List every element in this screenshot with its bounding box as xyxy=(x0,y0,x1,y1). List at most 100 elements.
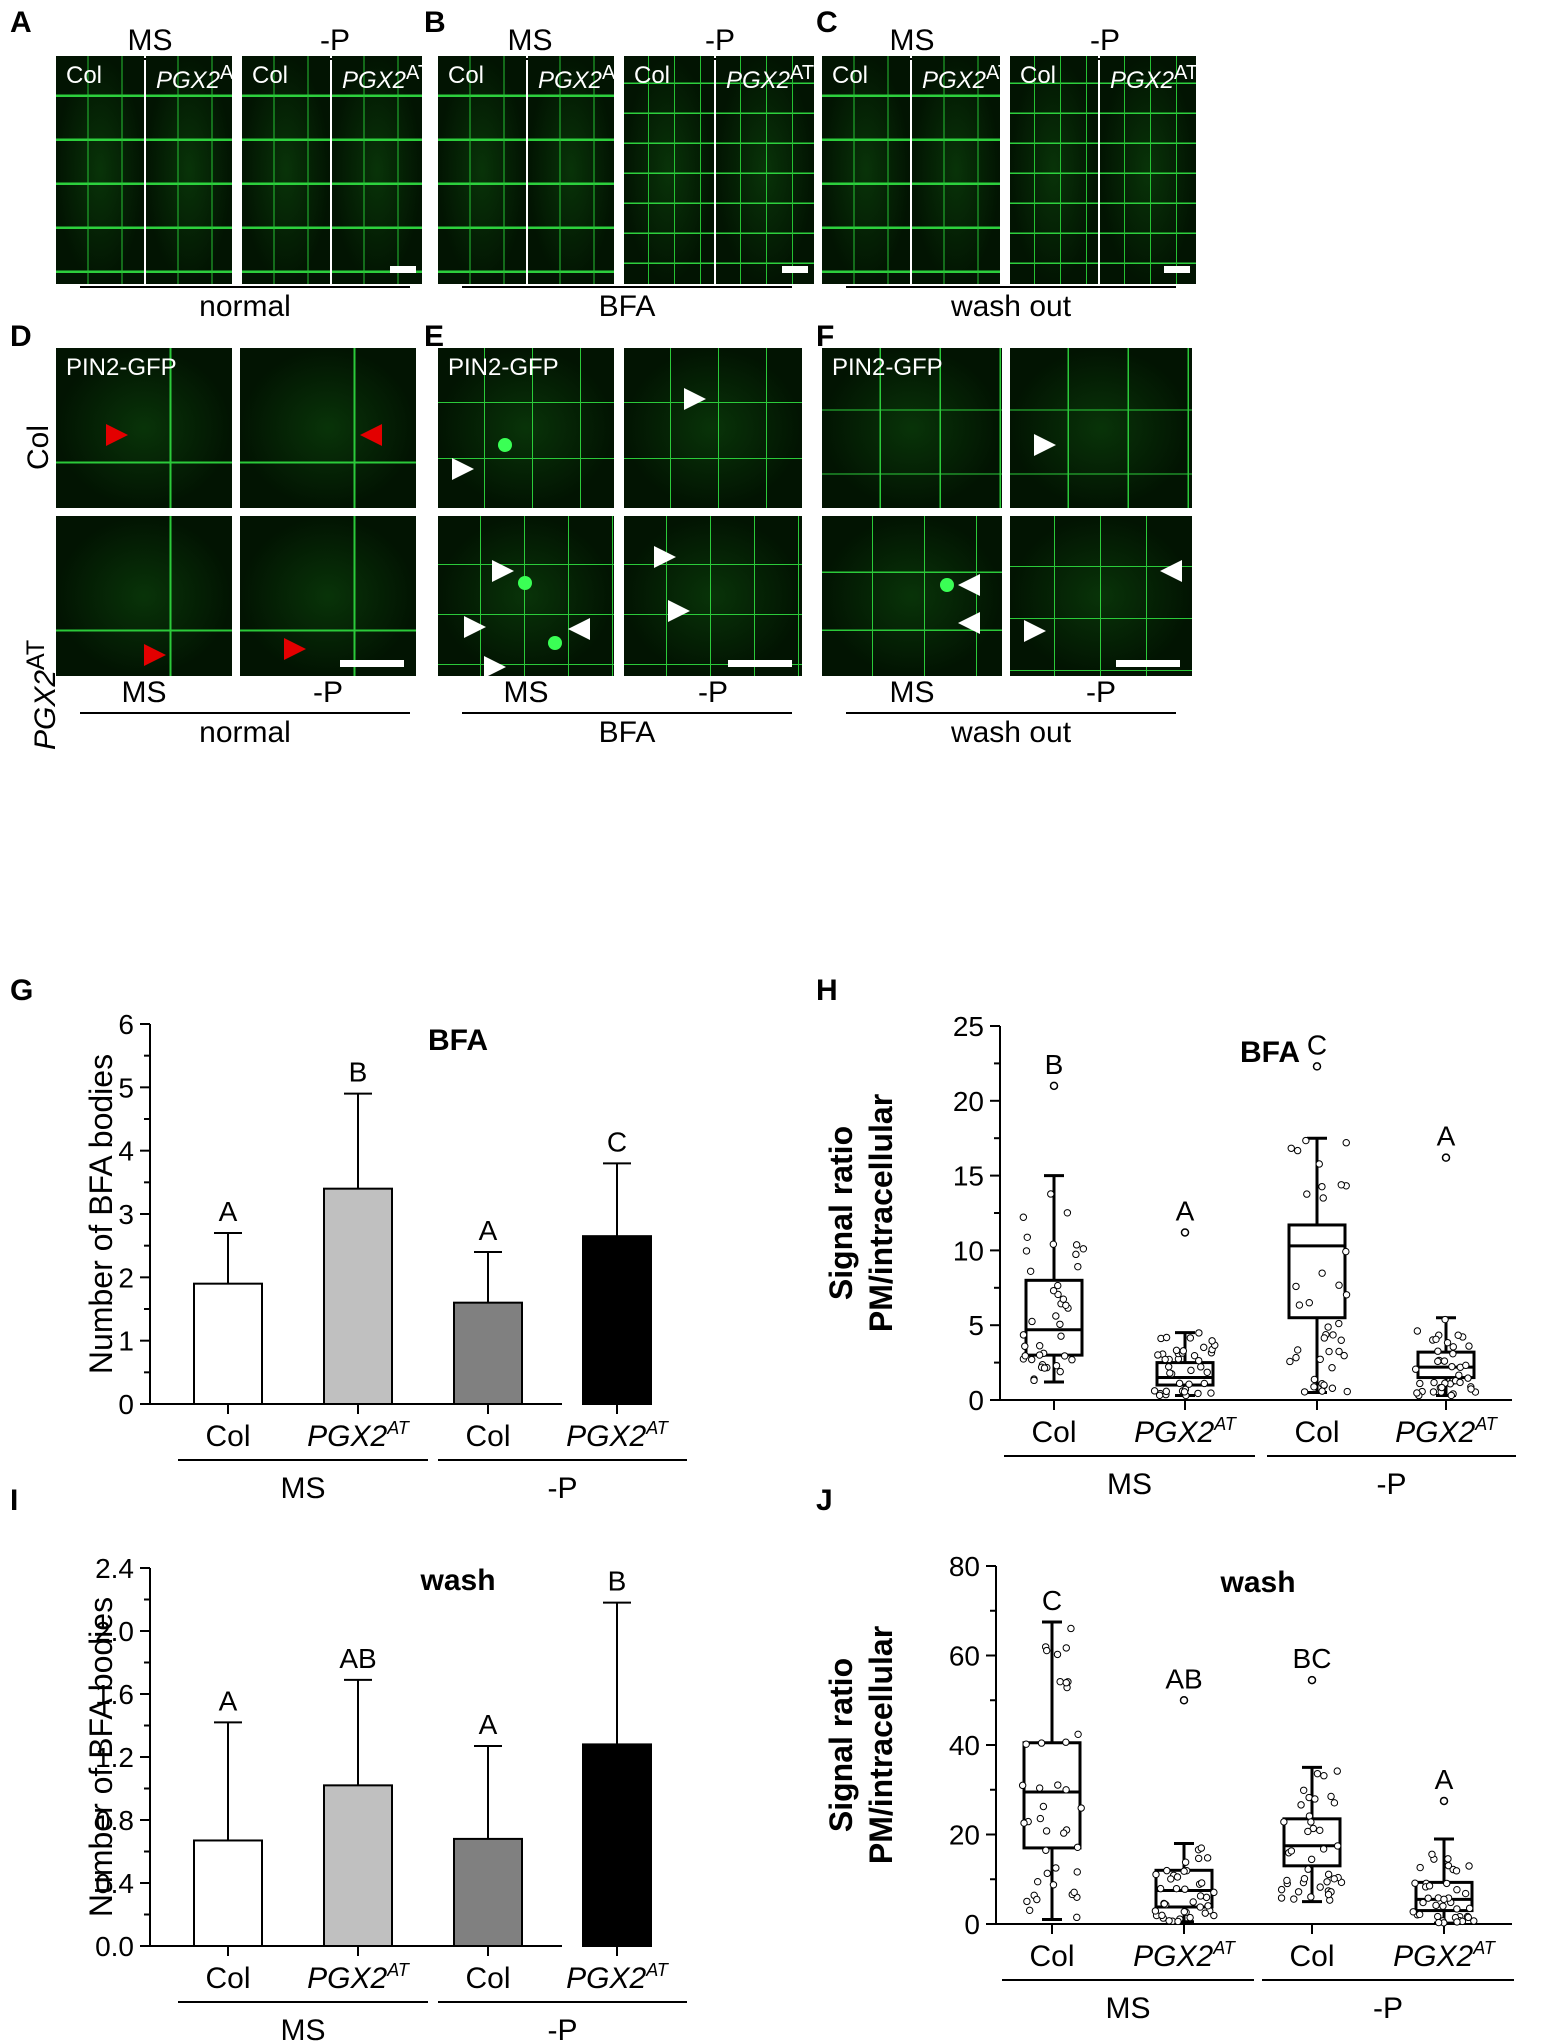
white-arrowhead xyxy=(684,388,706,410)
data-point xyxy=(1056,1367,1064,1376)
data-point xyxy=(1333,1767,1341,1775)
panel-letter: J xyxy=(816,1484,833,1517)
data-point xyxy=(1464,1374,1472,1382)
data-point xyxy=(1320,1772,1328,1780)
data-point xyxy=(1444,1855,1452,1863)
data-point xyxy=(1063,1209,1072,1217)
panel-b-image-col-p: Col xyxy=(624,56,714,284)
panel-a-image-pgx2-ms: PGX2AT xyxy=(146,56,232,284)
data-point xyxy=(1342,1139,1350,1147)
data-point xyxy=(1343,1387,1351,1396)
data-point xyxy=(1022,1247,1031,1255)
data-point xyxy=(1047,1190,1055,1198)
data-point xyxy=(1316,1355,1324,1363)
data-point xyxy=(1166,1369,1174,1377)
data-point xyxy=(1068,1356,1076,1364)
group-label: MS xyxy=(281,2014,326,2042)
bfa-body xyxy=(548,636,562,650)
significance-letter: A xyxy=(1437,1121,1456,1152)
data-point xyxy=(1452,1867,1461,1875)
scale-bar xyxy=(728,660,792,667)
x-tick-label: PGX2AT xyxy=(1395,1414,1499,1449)
data-point xyxy=(1440,1357,1449,1365)
data-point xyxy=(1443,1879,1451,1888)
data-point xyxy=(1310,1375,1319,1384)
data-point xyxy=(1049,1881,1058,1889)
data-point xyxy=(1307,1893,1315,1901)
data-point xyxy=(1028,1355,1036,1364)
data-point xyxy=(1173,1873,1182,1881)
outlier xyxy=(1312,1062,1322,1071)
white-arrowhead xyxy=(668,600,690,622)
panel-b-group-ms: MS xyxy=(507,24,553,57)
tick-italic: PGX2 xyxy=(1133,1940,1213,1973)
data-point xyxy=(1319,1845,1328,1853)
data-point xyxy=(1039,1802,1048,1811)
data-point xyxy=(1280,1818,1288,1826)
image-label: Col xyxy=(66,62,103,89)
x-tick-label: Col xyxy=(465,1962,510,1995)
data-point xyxy=(1060,1829,1068,1837)
data-point xyxy=(1429,1388,1438,1396)
significance-letter: A xyxy=(479,1215,498,1246)
white-arrowhead xyxy=(958,612,980,634)
data-point xyxy=(1316,1826,1324,1835)
significance-letter: AB xyxy=(339,1643,376,1674)
data-point xyxy=(1054,1781,1062,1789)
panel-b-group-p: -P xyxy=(705,24,735,57)
data-point xyxy=(1186,1913,1194,1922)
data-point xyxy=(1340,1351,1348,1360)
data-point xyxy=(1434,1918,1443,1927)
data-point xyxy=(1077,1804,1085,1812)
tick-superscript: AT xyxy=(1472,1938,1497,1958)
data-point xyxy=(1449,1343,1457,1351)
data-point xyxy=(1172,1884,1181,1893)
data-point xyxy=(1073,1868,1081,1876)
panel-c-condition: wash out xyxy=(950,290,1072,323)
data-point xyxy=(1443,1338,1452,1347)
x-tick-label: Col xyxy=(205,1962,250,1995)
bfa-body xyxy=(940,578,954,592)
data-point xyxy=(1019,1331,1028,1339)
panel-c-image-pgx2-ms: PGX2AT xyxy=(912,56,1000,284)
x-tick-label: PGX2AT xyxy=(1393,1938,1497,1973)
panel-f-image-col-p xyxy=(1010,348,1192,508)
data-point xyxy=(1023,1897,1031,1906)
data-point xyxy=(1033,1895,1041,1904)
data-point xyxy=(1465,1904,1474,1912)
chart-title: BFA xyxy=(428,1024,488,1057)
data-point xyxy=(1194,1389,1202,1398)
panel-letter-a: A xyxy=(10,6,32,39)
data-point xyxy=(1154,1351,1162,1359)
data-point xyxy=(1181,1858,1190,1866)
data-point xyxy=(1292,1353,1300,1362)
data-point xyxy=(1067,1624,1075,1633)
y-tick-label: 1.6 xyxy=(95,1679,134,1710)
data-point xyxy=(1456,1378,1464,1387)
panel-a-condition: normal xyxy=(199,290,291,323)
data-point xyxy=(1302,1136,1310,1145)
significance-letter: BC xyxy=(1293,1643,1332,1674)
white-arrowhead xyxy=(452,458,474,480)
data-point xyxy=(1172,1346,1181,1355)
outlier xyxy=(1439,1796,1449,1806)
outlier xyxy=(1180,1228,1190,1237)
x-tick-label: Col xyxy=(1289,1940,1334,1973)
data-point xyxy=(1300,1388,1309,1396)
data-point xyxy=(1305,1812,1314,1820)
x-tick-label: PGX2AT xyxy=(566,1960,670,1995)
data-point xyxy=(1330,1799,1339,1807)
bfa-body xyxy=(498,438,512,452)
data-point xyxy=(1043,1646,1051,1655)
image-label: Col xyxy=(448,62,485,89)
data-point xyxy=(1189,1898,1197,1906)
data-point xyxy=(1342,1247,1350,1256)
data-point xyxy=(1180,1907,1189,1916)
y-tick-label: 1.2 xyxy=(95,1742,134,1773)
data-point xyxy=(1203,1854,1212,1862)
panel-e-col-ms: MS xyxy=(503,676,549,709)
data-point xyxy=(1438,1383,1446,1392)
panel-b-image-pgx2-ms: PGX2AT xyxy=(528,56,614,284)
data-point xyxy=(1293,1146,1302,1155)
